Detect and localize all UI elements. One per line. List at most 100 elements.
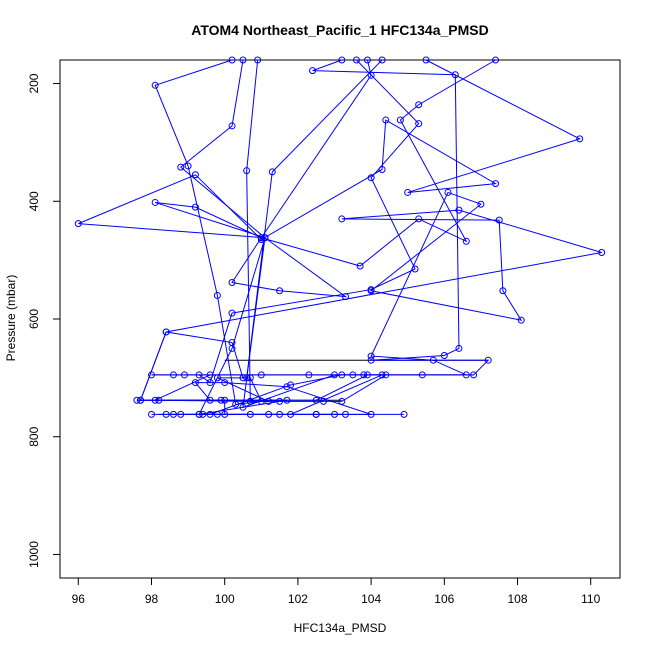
data-point [499, 287, 507, 295]
data-point [169, 371, 177, 379]
data-point [180, 371, 188, 379]
data-point [598, 248, 606, 256]
data-point [228, 56, 236, 64]
data-point [352, 56, 360, 64]
data-point [415, 101, 423, 109]
data-point [257, 371, 265, 379]
x-tick-label: 98 [145, 592, 159, 606]
data-point [206, 371, 214, 379]
data-point [151, 81, 159, 89]
data-point [191, 203, 199, 211]
y-tick-label: 200 [27, 73, 41, 93]
data-series [74, 56, 606, 418]
data-point [363, 56, 371, 64]
x-tick-label: 106 [434, 592, 454, 606]
plot-frame [59, 59, 621, 579]
y-axis-label: Pressure (mbar) [4, 275, 18, 362]
data-point [169, 410, 177, 418]
y-tick-label: 600 [27, 309, 41, 329]
data-point [338, 56, 346, 64]
data-point [228, 279, 236, 287]
y-axis: 200 400 600 800 1000 [27, 73, 60, 568]
y-tick-label: 400 [27, 191, 41, 211]
data-point [415, 215, 423, 223]
data-point [162, 410, 170, 418]
series-line [78, 59, 582, 415]
data-point [455, 206, 463, 214]
data-point [576, 135, 584, 143]
x-tick-label: 108 [508, 592, 528, 606]
series-line [151, 59, 420, 415]
data-point [228, 309, 236, 317]
data-point [191, 171, 199, 179]
data-point [356, 262, 364, 270]
data-point [151, 198, 159, 206]
data-point [367, 71, 375, 79]
data-point [367, 356, 375, 364]
data-point [239, 403, 247, 411]
data-point [492, 56, 500, 64]
x-tick-label: 100 [215, 592, 235, 606]
data-point [184, 162, 192, 170]
x-tick-label: 96 [72, 592, 86, 606]
data-point [228, 122, 236, 130]
chart-title: ATOM4 Northeast_Pacific_1 HFC134a_PMSD [191, 22, 488, 38]
data-point [470, 371, 478, 379]
data-point [133, 396, 141, 404]
data-point [213, 374, 221, 382]
x-axis: 96 98 100 102 104 106 108 110 [72, 578, 601, 606]
data-point [400, 410, 408, 418]
series-group [137, 56, 606, 411]
data-point [378, 56, 386, 64]
data-point [495, 216, 503, 224]
series-group [148, 56, 423, 418]
series-group [137, 56, 492, 418]
data-point [74, 220, 82, 228]
data-point [276, 287, 284, 295]
data-point [191, 379, 199, 387]
data-point [477, 200, 485, 208]
data-point [363, 371, 371, 379]
data-point [492, 180, 500, 188]
data-point [213, 291, 221, 299]
data-point [137, 396, 145, 404]
data-point [422, 56, 430, 64]
series-group [151, 56, 500, 301]
data-point [396, 116, 404, 124]
series-line [155, 59, 496, 298]
data-point [228, 344, 236, 352]
data-point [243, 167, 251, 175]
data-point [312, 410, 320, 418]
x-tick-label: 110 [581, 592, 600, 606]
data-point [177, 163, 185, 171]
y-tick-label: 1000 [27, 541, 41, 568]
data-point [404, 188, 412, 196]
data-point [444, 188, 452, 196]
data-point [276, 397, 284, 405]
data-point [261, 234, 269, 242]
data-point [309, 67, 317, 75]
data-point [331, 371, 339, 379]
data-point [462, 237, 470, 245]
data-point [221, 379, 229, 387]
data-point [429, 356, 437, 364]
x-tick-label: 104 [361, 592, 381, 606]
data-point [415, 120, 423, 128]
data-point [338, 215, 346, 223]
data-point [195, 371, 203, 379]
data-point [367, 410, 375, 418]
data-point [276, 410, 284, 418]
data-point [451, 71, 459, 79]
data-point [484, 356, 492, 364]
data-point [462, 371, 470, 379]
data-point [331, 410, 339, 418]
series-group [74, 56, 584, 418]
data-point [195, 410, 203, 418]
data-point [239, 56, 247, 64]
x-tick-label: 102 [288, 592, 308, 606]
data-point [440, 351, 448, 359]
data-point [378, 165, 386, 173]
data-point [382, 116, 390, 124]
data-point [283, 383, 291, 391]
